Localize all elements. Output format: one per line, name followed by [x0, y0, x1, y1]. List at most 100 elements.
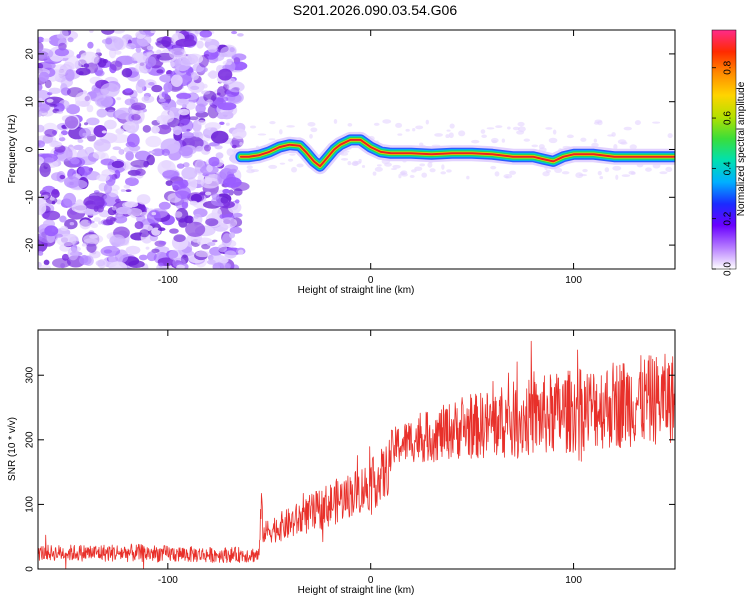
spectrogram-y-tick-label: -10	[25, 190, 36, 205]
colorbar-ticks: 0.0 0.2 0.4 0.6 0.8	[712, 60, 734, 276]
noise-blob	[158, 240, 167, 245]
noise-blob	[50, 141, 63, 148]
noise-blob	[226, 58, 233, 63]
faint-blob	[516, 130, 525, 135]
faint-blob	[269, 121, 276, 125]
faint-blob	[652, 121, 661, 124]
faint-blob	[382, 119, 392, 124]
noise-blob	[64, 115, 79, 129]
noise-blob	[38, 156, 45, 165]
noise-blob	[39, 264, 51, 269]
faint-blob	[667, 133, 673, 139]
noise-blob	[125, 245, 141, 255]
noise-blob	[76, 54, 81, 59]
noise-blob	[234, 199, 240, 204]
snr-frame	[37, 329, 676, 570]
spectrogram-x-tick-label: -100	[158, 275, 178, 286]
faint-blob	[333, 118, 338, 124]
faint-blob	[372, 171, 377, 176]
faint-blob	[287, 158, 294, 162]
snr-series-line	[38, 340, 675, 569]
noise-blob	[44, 128, 57, 138]
noise-blob	[151, 84, 163, 93]
noise-blob	[224, 164, 239, 172]
noise-blob	[190, 85, 200, 91]
spectrogram-x-ticks: -100 0 100	[158, 30, 582, 286]
spectrogram-y-tick-label: -20	[25, 237, 36, 252]
noise-blob	[195, 250, 211, 258]
noise-blob	[199, 191, 207, 196]
noise-blob	[165, 180, 173, 186]
faint-blob	[286, 125, 295, 128]
noise-blob	[139, 30, 152, 36]
noise-blob	[49, 196, 55, 201]
noise-blob	[178, 108, 190, 116]
noise-blob	[105, 215, 116, 226]
noise-blob	[38, 124, 45, 133]
noise-blob	[115, 198, 121, 204]
noise-blob	[94, 94, 114, 108]
faint-blob	[523, 138, 531, 142]
noise-blob	[83, 234, 104, 244]
noise-blob	[186, 177, 198, 191]
noise-blob	[210, 127, 218, 132]
faint-blob	[310, 127, 318, 133]
faint-blob	[429, 168, 436, 173]
track-core	[239, 138, 675, 168]
faint-blob	[490, 137, 499, 143]
noise-blob	[104, 119, 117, 130]
faint-blob	[354, 160, 362, 165]
noise-blob	[200, 177, 220, 189]
noise-blob	[54, 233, 63, 238]
colorbar-tick-label: 0.0	[723, 262, 734, 276]
noise-blob	[71, 203, 87, 213]
faint-blob	[446, 129, 451, 132]
noise-blob	[210, 130, 229, 144]
noise-blob	[38, 36, 45, 43]
noise-blob	[42, 38, 51, 42]
noise-blob	[98, 221, 102, 225]
noise-blob	[197, 119, 206, 126]
faint-blob	[239, 141, 243, 146]
noise-blob	[182, 131, 194, 139]
faint-blob	[445, 134, 450, 139]
noise-blob	[222, 188, 230, 194]
noise-blob	[231, 128, 247, 140]
noise-blob	[100, 158, 115, 166]
faint-blob	[411, 169, 417, 173]
noise-blob	[143, 95, 150, 101]
spectrogram-noise-region	[38, 30, 673, 269]
faint-blob	[289, 153, 296, 156]
faint-blob	[495, 125, 503, 129]
noise-blob	[96, 204, 104, 213]
snr-y-tick-label: 200	[25, 431, 36, 448]
faint-blob	[501, 138, 506, 143]
noise-blob	[38, 110, 43, 118]
faint-blob	[239, 129, 245, 133]
noise-blob	[150, 30, 156, 34]
noise-blob	[177, 123, 185, 127]
noise-blob	[41, 194, 49, 200]
noise-blob	[176, 92, 192, 100]
noise-blob	[196, 40, 204, 49]
noise-blob	[181, 166, 198, 180]
noise-blob	[113, 214, 128, 224]
noise-blob	[145, 246, 150, 250]
noise-blob	[146, 210, 161, 225]
noise-blob	[223, 201, 231, 207]
faint-blob	[545, 127, 553, 130]
noise-blob	[44, 225, 59, 237]
noise-blob	[96, 48, 101, 54]
noise-blob	[79, 255, 92, 266]
noise-blob	[229, 226, 243, 234]
noise-blob	[123, 184, 131, 189]
faint-blob	[509, 170, 517, 175]
faint-blob	[621, 174, 631, 178]
noise-blob	[233, 188, 243, 196]
faint-blob	[486, 127, 495, 130]
noise-blob	[176, 163, 185, 169]
snr-y-axis-label: SNR (10 * v/v)	[7, 417, 18, 481]
noise-blob	[93, 217, 101, 222]
noise-blob	[120, 189, 126, 192]
